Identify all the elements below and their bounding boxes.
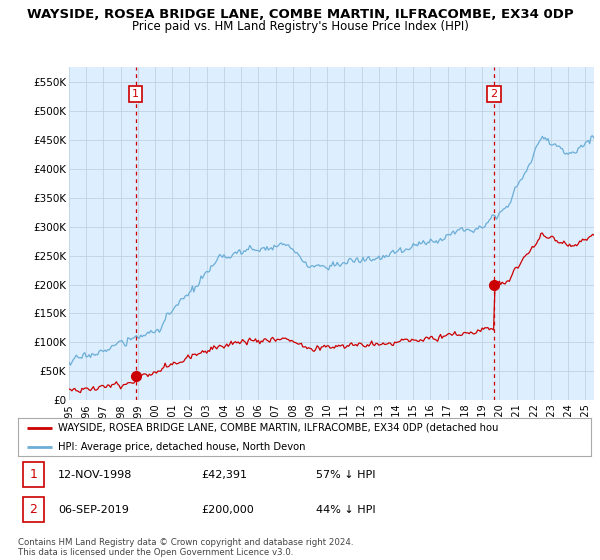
- Text: WAYSIDE, ROSEA BRIDGE LANE, COMBE MARTIN, ILFRACOMBE, EX34 0DP: WAYSIDE, ROSEA BRIDGE LANE, COMBE MARTIN…: [26, 8, 574, 21]
- Text: 57% ↓ HPI: 57% ↓ HPI: [316, 470, 376, 479]
- Text: £200,000: £200,000: [202, 505, 254, 515]
- Text: Contains HM Land Registry data © Crown copyright and database right 2024.
This d: Contains HM Land Registry data © Crown c…: [18, 538, 353, 557]
- Text: 2: 2: [490, 89, 497, 99]
- Text: £42,391: £42,391: [202, 470, 247, 479]
- Text: 44% ↓ HPI: 44% ↓ HPI: [316, 505, 376, 515]
- Text: 06-SEP-2019: 06-SEP-2019: [58, 505, 129, 515]
- Text: HPI: Average price, detached house, North Devon: HPI: Average price, detached house, Nort…: [58, 442, 305, 452]
- Text: WAYSIDE, ROSEA BRIDGE LANE, COMBE MARTIN, ILFRACOMBE, EX34 0DP (detached hou: WAYSIDE, ROSEA BRIDGE LANE, COMBE MARTIN…: [58, 423, 499, 433]
- Text: Price paid vs. HM Land Registry's House Price Index (HPI): Price paid vs. HM Land Registry's House …: [131, 20, 469, 32]
- Text: 1: 1: [29, 468, 37, 481]
- Text: 2: 2: [29, 503, 37, 516]
- FancyBboxPatch shape: [23, 497, 44, 522]
- FancyBboxPatch shape: [23, 463, 44, 487]
- Text: 1: 1: [132, 89, 139, 99]
- Text: 12-NOV-1998: 12-NOV-1998: [58, 470, 133, 479]
